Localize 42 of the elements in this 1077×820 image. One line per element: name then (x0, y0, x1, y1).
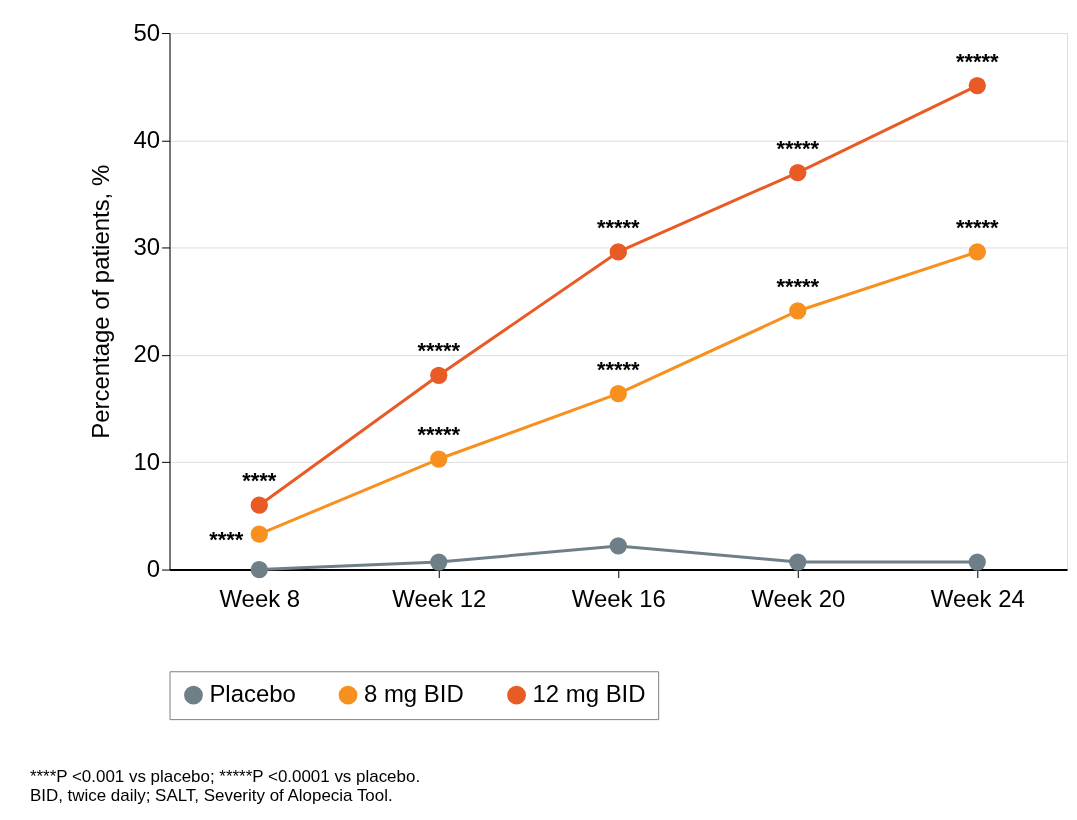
point (789, 553, 807, 571)
point (968, 243, 986, 261)
annotation: ***** (955, 214, 1000, 240)
annotation: ***** (417, 338, 461, 364)
legend-label: Placebo (209, 680, 296, 708)
y-axis-title: Percentage of patients, % (86, 164, 114, 439)
legend-label: 8 mg BID (363, 680, 464, 708)
annotation: ***** (417, 422, 461, 448)
point (789, 302, 807, 320)
y-tick-label: 30 (133, 233, 161, 261)
x-tick-label: Week 24 (930, 584, 1025, 612)
annotation: ***** (776, 274, 820, 299)
point (430, 450, 448, 468)
annotation: ***** (955, 48, 1000, 74)
text: BID, twice daily; SALT, Severity of Alopecia Tool. (29, 786, 393, 806)
text: ****P <0.001 vs placebo; *****P <0.0001 vs placebo. (29, 767, 421, 787)
annotation: ***** (596, 356, 641, 382)
legend-label: 12 mg BID (532, 680, 646, 708)
annotation: **** (242, 468, 277, 494)
point (789, 163, 807, 182)
y-tick-label: 50 (133, 18, 161, 46)
point (968, 553, 986, 571)
x-tick-label: Week 20 (751, 584, 846, 612)
point (968, 77, 986, 95)
point (250, 525, 268, 543)
x-tick-label: Week 8 (219, 584, 301, 612)
point (250, 560, 268, 579)
x-tick-label: Week 16 (571, 584, 666, 612)
y-tick-label: 10 (133, 447, 161, 475)
point (430, 366, 448, 384)
y-tick-label: 20 (133, 340, 161, 368)
annotation: ***** (776, 135, 820, 161)
y-tick-label: 0 (146, 555, 161, 583)
annotation: **** (209, 527, 244, 553)
point (609, 384, 627, 403)
point (250, 496, 268, 514)
annotation: ***** (596, 214, 641, 240)
point (609, 243, 627, 261)
point (609, 537, 627, 555)
point (430, 553, 448, 571)
x-tick-label: Week 12 (392, 584, 487, 612)
y-tick-label: 40 (133, 125, 161, 153)
